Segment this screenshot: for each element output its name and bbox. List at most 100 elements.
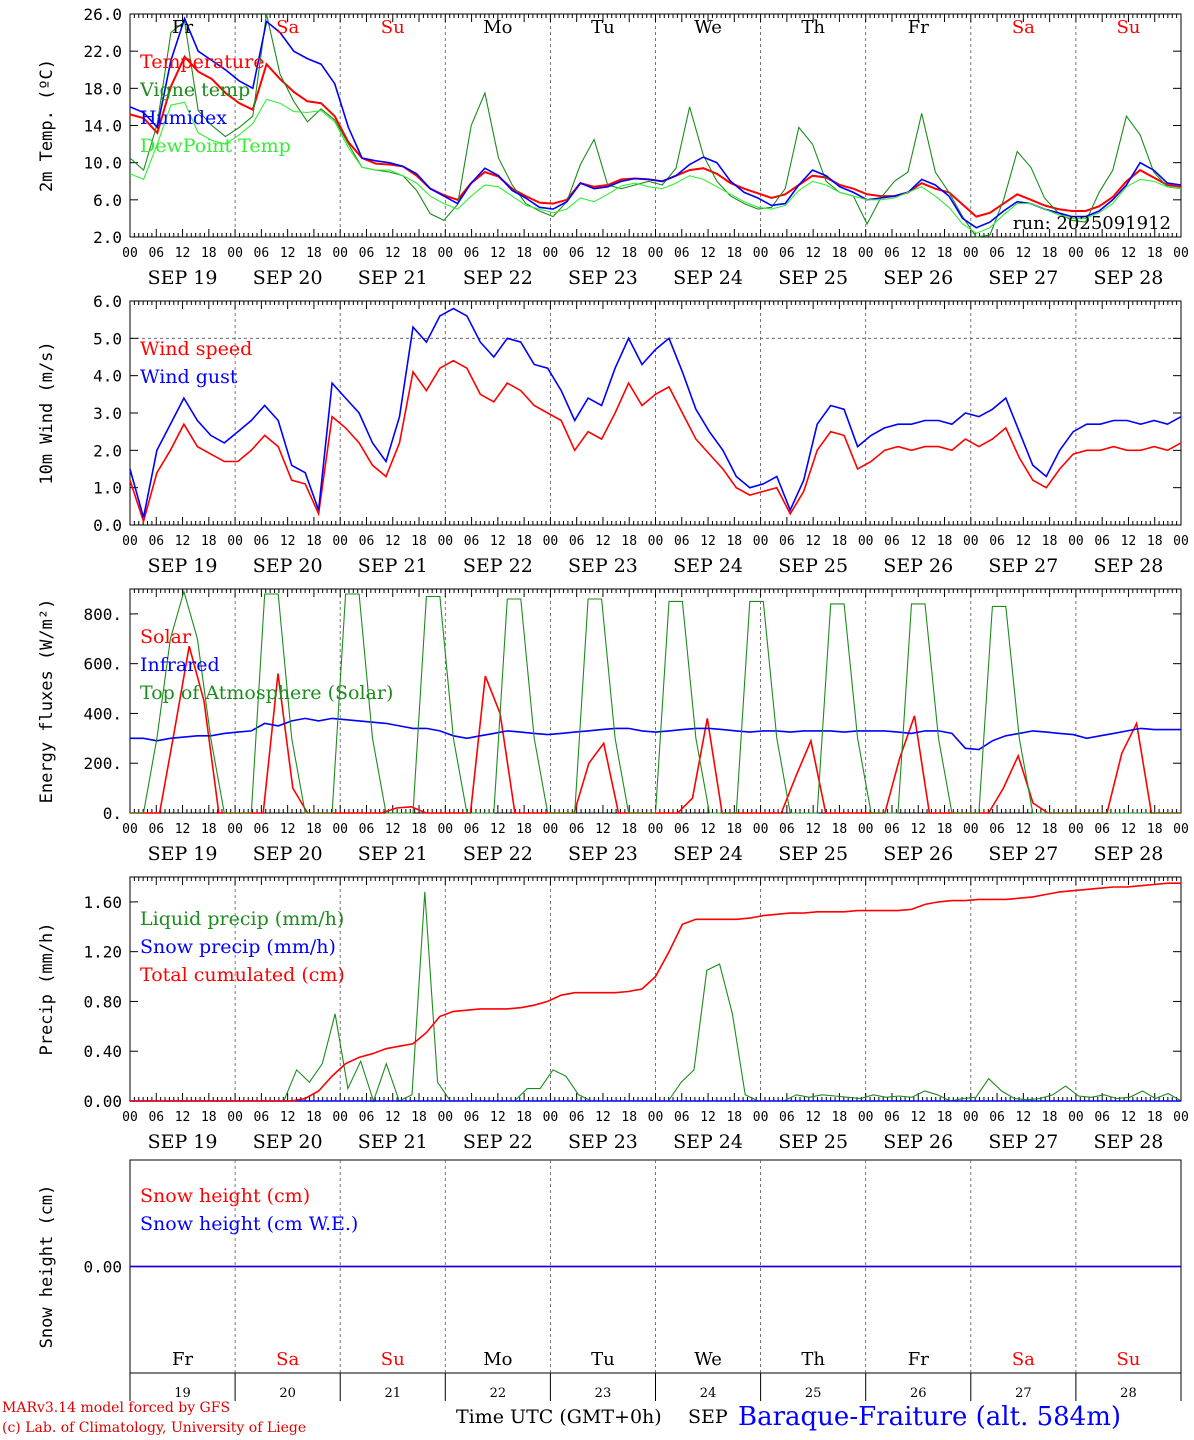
date-label: SEP 24	[673, 555, 743, 577]
hour-tick-label: 12	[175, 1110, 191, 1125]
hour-tick-label: 06	[779, 534, 795, 549]
hour-tick-label: 12	[595, 1110, 611, 1125]
hour-tick-label: 06	[359, 822, 375, 837]
time-axis-label: Time UTC (GMT+0h)	[456, 1406, 662, 1428]
hour-tick-label: 06	[254, 822, 270, 837]
legend-entry: Humidex	[140, 107, 227, 129]
hour-tick-label: 00	[1068, 1110, 1084, 1125]
series-line-vigne-temp	[129, 13, 1182, 238]
hour-tick-label: 12	[595, 534, 611, 549]
y-tick-label: 1.0	[93, 479, 122, 498]
hour-tick-label: 00	[1173, 246, 1189, 261]
y-tick-label: 5.0	[93, 329, 122, 348]
day-name-label: Mo	[483, 1349, 512, 1370]
legend-entry: Wind gust	[140, 366, 238, 388]
hour-tick-label: 18	[937, 246, 953, 261]
day-name-label: Sa	[276, 1349, 299, 1370]
day-number-label: 27	[1015, 1386, 1032, 1401]
hour-tick-label: 06	[674, 822, 690, 837]
hour-tick-label: 06	[464, 1110, 480, 1125]
y-tick-label: 26.0	[83, 5, 122, 24]
date-label: SEP 23	[568, 843, 638, 865]
legend-entry: Snow height (cm)	[140, 1185, 310, 1207]
hour-tick-label: 18	[1042, 822, 1058, 837]
hour-tick-label: 00	[648, 246, 664, 261]
hour-tick-label: 18	[1147, 246, 1163, 261]
day-name-label: Su	[1116, 17, 1140, 38]
y-tick-label: 0.	[103, 804, 122, 823]
panel-snow: 0.00 Snow height (cm) Snow height (cm) Snow…	[37, 1159, 1182, 1401]
day-name-label: We	[694, 1349, 722, 1370]
hour-tick-label: 00	[437, 246, 453, 261]
hour-tick-label: 00	[858, 534, 874, 549]
date-label: SEP 20	[253, 843, 323, 865]
day-name-label: We	[694, 17, 722, 38]
date-label: SEP 26	[883, 267, 953, 289]
day-number-label: 28	[1120, 1386, 1137, 1401]
legend-entry: Snow precip (mm/h)	[140, 936, 336, 958]
y-tick-label: 1.20	[83, 943, 122, 962]
hour-tick-label: 06	[254, 246, 270, 261]
date-label: SEP 20	[253, 555, 323, 577]
hour-tick-label: 18	[306, 246, 322, 261]
hour-tick-label: 00	[648, 822, 664, 837]
hour-tick-label: 18	[832, 534, 848, 549]
hour-tick-label: 12	[1016, 1110, 1032, 1125]
legend-entry: Snow height (cm W.E.)	[140, 1213, 358, 1235]
hour-tick-label: 00	[332, 822, 348, 837]
panel-temp: 2.0 6.0 10.0 14.0 18.0 22.0 26.0 2m Temp. (ºC) T…	[37, 5, 1189, 289]
hour-tick-label: 18	[516, 1110, 532, 1125]
y-tick-label: 4.0	[93, 367, 122, 386]
hour-tick-label: 00	[1068, 246, 1084, 261]
hour-tick-label: 18	[621, 822, 637, 837]
hour-tick-label: 12	[1016, 246, 1032, 261]
series-line-wind-gust	[129, 307, 1182, 518]
month-label: SEP	[688, 1406, 728, 1428]
y-tick-label: 0.0	[93, 516, 122, 535]
day-number-label: 22	[490, 1386, 507, 1401]
hour-tick-label: 12	[1016, 534, 1032, 549]
y-tick-label: 1.60	[83, 893, 122, 912]
hour-tick-label: 00	[437, 1110, 453, 1125]
hour-tick-label: 12	[1121, 1110, 1137, 1125]
hour-tick-label: 06	[464, 534, 480, 549]
hour-tick-label: 12	[280, 1110, 296, 1125]
hour-tick-label: 12	[280, 246, 296, 261]
hour-tick-label: 06	[1094, 246, 1110, 261]
hour-tick-label: 18	[306, 1110, 322, 1125]
hour-tick-label: 18	[1042, 1110, 1058, 1125]
date-label: SEP 25	[778, 1131, 848, 1153]
day-name-label: Tu	[591, 17, 615, 38]
hour-tick-label: 12	[700, 246, 716, 261]
hour-tick-label: 06	[779, 822, 795, 837]
series-line-dewpoint-temp	[129, 98, 1182, 234]
y-tick-label: 3.0	[93, 404, 122, 423]
hour-tick-label: 18	[832, 1110, 848, 1125]
hour-tick-label: 06	[1094, 534, 1110, 549]
date-label: SEP 22	[463, 1131, 533, 1153]
hour-tick-label: 00	[332, 246, 348, 261]
day-name-label: Th	[801, 1349, 825, 1370]
hour-tick-label: 12	[385, 1110, 401, 1125]
date-label: SEP 27	[988, 267, 1058, 289]
legend-entry: Total cumulated (cm)	[140, 964, 345, 986]
hour-tick-label: 06	[464, 822, 480, 837]
legend-entry: Vigne temp	[139, 79, 250, 101]
hour-tick-label: 12	[490, 1110, 506, 1125]
hour-tick-label: 12	[490, 246, 506, 261]
day-name-label: Tu	[591, 1349, 615, 1370]
series-line-infrared	[130, 717, 1181, 751]
y-tick-label: 2.0	[93, 228, 122, 247]
y-tick-label: 0.00	[83, 1092, 122, 1111]
hour-tick-label: 00	[437, 822, 453, 837]
station-name: Baraque-Fraiture (alt. 584m)	[738, 1402, 1122, 1432]
hour-tick-label: 00	[122, 1110, 138, 1125]
day-name-label: Fr	[172, 1349, 193, 1370]
hour-tick-label: 18	[937, 822, 953, 837]
hour-tick-label: 00	[543, 534, 559, 549]
hour-tick-label: 06	[359, 1110, 375, 1125]
hour-tick-label: 00	[227, 1110, 243, 1125]
hour-tick-label: 18	[937, 1110, 953, 1125]
hour-tick-label: 12	[805, 1110, 821, 1125]
y-tick-label: 400.	[83, 704, 122, 723]
